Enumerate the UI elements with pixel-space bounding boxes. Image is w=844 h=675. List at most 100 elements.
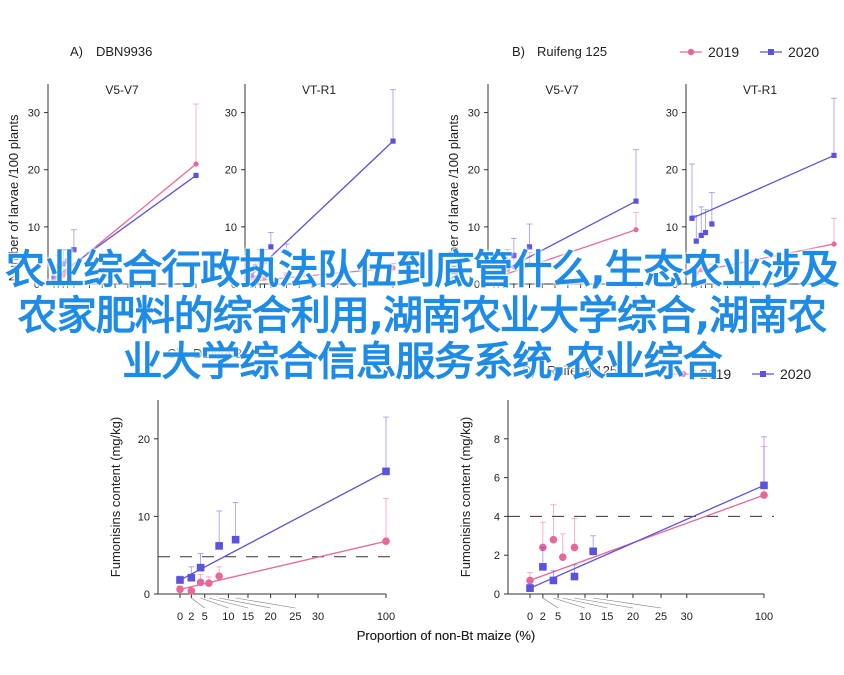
x-connector <box>219 597 271 609</box>
y-tick-label: 0 <box>144 589 150 601</box>
panel-b-title: Ruifeng 125 <box>537 44 607 59</box>
panel-4: 0 10 20 30 VT-R1 <box>666 83 837 291</box>
y-tick-label: 30 <box>468 108 480 120</box>
point-2020 <box>633 198 639 204</box>
y-tick-label: 8 <box>494 434 500 446</box>
point-2020 <box>257 258 263 264</box>
panel-a-label: A) <box>70 44 83 59</box>
legend-label-2019: 2019 <box>708 44 739 60</box>
panel-2: 0 10 20 30 VT-R1 <box>225 83 396 291</box>
trend-line-2020 <box>250 140 394 276</box>
y-tick-label: 10 <box>138 511 150 523</box>
point-2019 <box>390 265 396 271</box>
point-2020 <box>231 535 240 544</box>
point-2020 <box>55 264 61 270</box>
y-tick-label: 0 <box>34 279 40 291</box>
x-tick-label: 20 <box>627 611 639 623</box>
panel-subtitle: V5-V7 <box>545 83 579 97</box>
point-2020 <box>268 244 274 250</box>
trend-line-2020 <box>493 200 637 277</box>
x-tick-label: 100 <box>377 611 395 623</box>
point-2020 <box>511 252 517 259</box>
legend-label-2020: 2020 <box>780 366 811 382</box>
panel-c-title: DBN9936 <box>193 346 249 361</box>
trend-line-2019 <box>493 229 637 279</box>
point-2019 <box>702 264 709 270</box>
y-tick-label: 10 <box>28 222 40 234</box>
panel-d-label: D) <box>522 363 536 378</box>
panel-subtitle: VT-R1 <box>302 83 336 97</box>
point-2020 <box>491 272 497 279</box>
panel-a-title: DBN9936 <box>96 44 152 59</box>
x-axis-label: Proportion of non-Bt maize (%) <box>357 628 535 643</box>
y-tick-label: 0 <box>474 279 480 291</box>
point-2020 <box>760 481 768 490</box>
trend-line-2020 <box>691 154 835 219</box>
y-tick-label: 10 <box>225 222 237 234</box>
legend-marker-2020 <box>768 49 774 55</box>
legend-label-2019: 2019 <box>700 366 731 382</box>
x-tick-label: 5 <box>202 611 208 623</box>
point-2020 <box>187 573 196 582</box>
x-connector <box>553 597 586 609</box>
point-2019 <box>64 269 71 276</box>
point-2020 <box>248 272 254 279</box>
y-tick-label: 20 <box>28 165 40 177</box>
y-tick-label: 10 <box>468 222 480 234</box>
x-tick-label: 25 <box>655 611 667 623</box>
y-axis-label: Number of larvae /100 plants <box>446 114 461 281</box>
point-2020 <box>689 215 695 221</box>
point-2020 <box>86 261 93 267</box>
x-tick-label: 2 <box>540 611 546 623</box>
point-2019 <box>196 578 205 587</box>
panel-subtitle: VT-R1 <box>743 83 777 97</box>
x-tick-label: 15 <box>601 611 613 623</box>
point-2019 <box>831 241 837 247</box>
point-2019 <box>709 267 715 273</box>
x-tick-label: 10 <box>222 611 234 623</box>
trend-line-2019 <box>250 267 394 282</box>
y-tick-label: 4 <box>494 511 500 523</box>
point-2019 <box>549 535 558 544</box>
x-tick-label: 10 <box>579 611 591 623</box>
point-2020 <box>51 275 57 281</box>
point-2020 <box>589 547 597 556</box>
y-tick-label: 30 <box>28 108 40 120</box>
point-2019 <box>193 161 199 167</box>
y-tick-label: 20 <box>468 165 480 177</box>
point-2019 <box>760 491 768 499</box>
x-connector <box>562 597 608 609</box>
point-2020 <box>193 172 199 179</box>
x-tick-label: 20 <box>265 611 277 623</box>
panel-1: 0 10 20 30 V5-V7 Number of larvae /100 plants <box>6 83 199 291</box>
point-2019 <box>558 553 567 561</box>
x-connector <box>593 597 662 609</box>
point-2020 <box>71 247 77 253</box>
x-tick-label: 15 <box>242 611 254 623</box>
point-2019 <box>55 275 61 281</box>
y-tick-label: 0 <box>672 279 678 291</box>
point-2020 <box>252 264 258 270</box>
point-2019 <box>382 537 390 546</box>
y-tick-label: 20 <box>138 434 150 446</box>
point-2020 <box>215 542 223 550</box>
y-tick-label: 20 <box>225 165 237 177</box>
legend-top: 2019 2020 <box>680 44 819 60</box>
panel-b-label: B) <box>512 44 525 59</box>
point-2019 <box>689 269 695 276</box>
trend-line-2020 <box>179 470 387 581</box>
y-tick-label: 10 <box>666 222 678 234</box>
trend-line-2019 <box>179 540 387 590</box>
panel-d-title: Ruifeng 125 <box>547 363 617 378</box>
x-connector <box>191 597 205 609</box>
point-2020 <box>526 244 533 250</box>
panel-subtitle: V5-V7 <box>105 83 139 97</box>
y-tick-label: 30 <box>666 108 678 120</box>
point-2020 <box>64 258 71 264</box>
point-2020 <box>693 238 699 244</box>
legend-marker-2019 <box>687 48 695 56</box>
point-2019 <box>268 272 274 279</box>
panel-3: 0 10 20 30 V5-V7 Number of larvae /100 plants <box>446 83 639 291</box>
point-2020 <box>500 261 506 267</box>
